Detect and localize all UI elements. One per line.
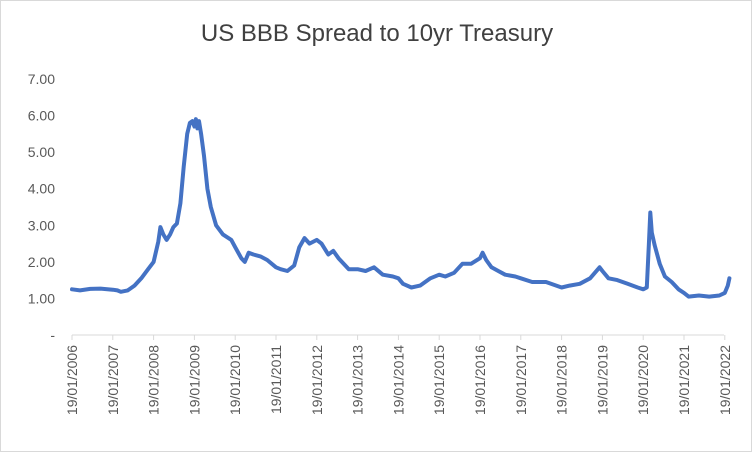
y-axis: - 1.00 2.00 3.00 4.00 5.00 6.00 7.00 <box>28 71 56 343</box>
x-tick-label: 19/01/2009 <box>186 345 202 415</box>
y-tick-label: 5.00 <box>28 144 55 160</box>
y-tick-label: 2.00 <box>28 254 55 270</box>
y-tick-label: 1.00 <box>28 290 55 306</box>
y-tick-label: 4.00 <box>28 181 55 197</box>
x-tick-label: 19/01/2016 <box>472 345 488 415</box>
x-axis: 19/01/2006 19/01/2007 19/01/2008 19/01/2009… <box>64 334 733 415</box>
x-tick-label: 19/01/2010 <box>227 345 243 415</box>
x-tick-label: 19/01/2021 <box>676 345 692 415</box>
plot-area <box>70 117 732 299</box>
x-tick-label: 19/01/2007 <box>105 345 121 415</box>
x-tick-label: 19/01/2015 <box>431 345 447 415</box>
y-tick-label: 3.00 <box>28 217 55 233</box>
x-tick-label: 19/01/2017 <box>513 345 529 415</box>
series-line-0 <box>70 117 732 299</box>
x-tick-label: 19/01/2006 <box>64 345 80 415</box>
x-tick-label: 19/01/2012 <box>309 345 325 415</box>
x-tick-label: 19/01/2008 <box>146 345 162 415</box>
x-tick-label: 19/01/2020 <box>635 345 651 415</box>
y-tick-label: 6.00 <box>28 108 55 124</box>
y-tick-label: 7.00 <box>28 71 55 87</box>
x-tick-label: 19/01/2022 <box>717 345 733 415</box>
x-tick-label: 19/01/2018 <box>554 345 570 415</box>
x-tick-label: 19/01/2014 <box>390 345 406 415</box>
chart-title: US BBB Spread to 10yr Treasury <box>200 20 554 47</box>
x-tick-label: 19/01/2013 <box>350 345 366 415</box>
x-tick-label: 19/01/2011 <box>268 345 284 414</box>
x-tick-label: 19/01/2019 <box>594 345 610 415</box>
y-tick-label: - <box>50 327 55 343</box>
